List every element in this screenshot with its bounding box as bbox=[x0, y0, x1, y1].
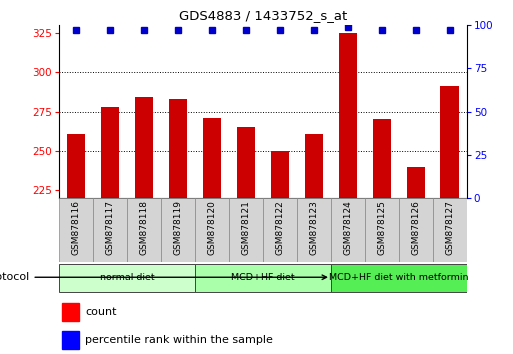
Text: GSM878125: GSM878125 bbox=[378, 200, 386, 255]
Bar bbox=[67, 133, 85, 354]
Text: GSM878127: GSM878127 bbox=[445, 200, 455, 255]
Bar bbox=[59, 263, 195, 292]
Text: MCD+HF diet: MCD+HF diet bbox=[231, 273, 295, 282]
Bar bbox=[134, 97, 153, 354]
Bar bbox=[203, 118, 221, 354]
Text: GSM878124: GSM878124 bbox=[343, 200, 352, 255]
Bar bbox=[195, 198, 229, 262]
Text: GSM878119: GSM878119 bbox=[173, 200, 183, 255]
Bar bbox=[62, 331, 79, 349]
Bar bbox=[263, 198, 297, 262]
Text: GSM878122: GSM878122 bbox=[275, 200, 284, 255]
Bar bbox=[331, 263, 467, 292]
Bar bbox=[305, 133, 323, 354]
Bar bbox=[161, 198, 195, 262]
Text: count: count bbox=[85, 307, 116, 317]
Bar bbox=[433, 198, 467, 262]
Bar bbox=[441, 86, 459, 354]
Text: normal diet: normal diet bbox=[100, 273, 154, 282]
Text: protocol: protocol bbox=[0, 272, 327, 282]
Bar bbox=[127, 198, 161, 262]
Text: MCD+HF diet with metformin: MCD+HF diet with metformin bbox=[329, 273, 468, 282]
Bar bbox=[93, 198, 127, 262]
Text: GSM878120: GSM878120 bbox=[207, 200, 216, 255]
Bar bbox=[62, 303, 79, 321]
Text: GSM878121: GSM878121 bbox=[242, 200, 250, 255]
Bar bbox=[101, 107, 120, 354]
Bar bbox=[399, 198, 433, 262]
Bar bbox=[365, 198, 399, 262]
Title: GDS4883 / 1433752_s_at: GDS4883 / 1433752_s_at bbox=[179, 9, 347, 22]
Bar bbox=[195, 263, 331, 292]
Bar bbox=[169, 99, 187, 354]
Bar bbox=[297, 198, 331, 262]
Text: GSM878118: GSM878118 bbox=[140, 200, 148, 255]
Text: GSM878123: GSM878123 bbox=[309, 200, 319, 255]
Bar bbox=[236, 127, 255, 354]
Text: GSM878117: GSM878117 bbox=[106, 200, 114, 255]
Bar bbox=[229, 198, 263, 262]
Bar bbox=[59, 198, 93, 262]
Bar bbox=[331, 198, 365, 262]
Text: GSM878126: GSM878126 bbox=[411, 200, 420, 255]
Text: percentile rank within the sample: percentile rank within the sample bbox=[85, 335, 273, 346]
Bar bbox=[372, 119, 391, 354]
Bar bbox=[339, 33, 357, 354]
Bar bbox=[406, 167, 425, 354]
Bar bbox=[270, 151, 289, 354]
Text: GSM878116: GSM878116 bbox=[71, 200, 81, 255]
